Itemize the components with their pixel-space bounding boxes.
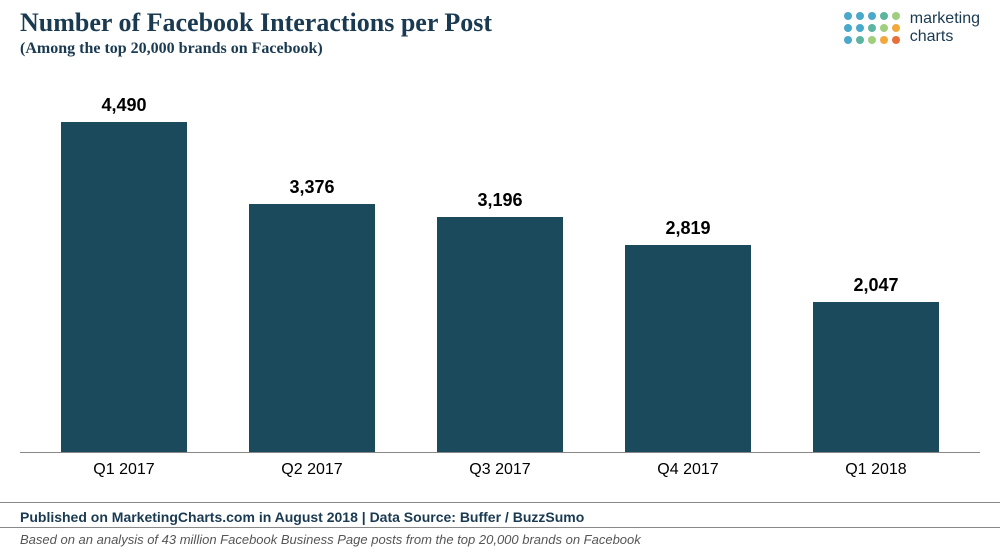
logo-text-line1: marketing [910, 10, 980, 28]
logo-dot [868, 36, 876, 44]
bar-chart: 4,490 3,376 3,196 2,819 2,047 Q1 2017 Q2 2017… [20, 82, 980, 492]
x-axis-label: Q1 2018 [791, 461, 960, 479]
bar [249, 204, 374, 452]
footer-note: Based on an analysis of 43 million Faceb… [0, 528, 1000, 555]
bar-group: 2,819 [603, 218, 772, 452]
logo-dot [880, 36, 888, 44]
chart-subtitle: (Among the top 20,000 brands on Facebook… [20, 40, 980, 58]
x-axis-label: Q2 2017 [227, 461, 396, 479]
bar-group: 2,047 [791, 275, 960, 452]
bar-group: 4,490 [39, 95, 208, 452]
bar-value-label: 2,047 [853, 275, 898, 296]
chart-title: Number of Facebook Interactions per Post [20, 8, 980, 38]
logo-dot [844, 24, 852, 32]
x-axis-label: Q4 2017 [603, 461, 772, 479]
bar-group: 3,376 [227, 177, 396, 452]
bar-value-label: 2,819 [665, 218, 710, 239]
logo-dot [892, 12, 900, 20]
bar [437, 217, 562, 452]
logo-dot [892, 24, 900, 32]
bar [625, 245, 750, 452]
x-axis: Q1 2017 Q2 2017 Q3 2017 Q4 2017 Q1 2018 [20, 452, 980, 479]
logo-dot [880, 24, 888, 32]
logo-dot [868, 12, 876, 20]
logo-dot [868, 24, 876, 32]
bar-value-label: 3,376 [289, 177, 334, 198]
logo-text: marketing charts [910, 10, 980, 45]
logo-dot [892, 36, 900, 44]
x-axis-label: Q3 2017 [415, 461, 584, 479]
logo-dot [856, 12, 864, 20]
logo-dot [844, 36, 852, 44]
bar-group: 3,196 [415, 190, 584, 452]
x-axis-label: Q1 2017 [39, 461, 208, 479]
logo-dot [856, 36, 864, 44]
logo-dot [856, 24, 864, 32]
bar [813, 302, 938, 452]
logo-dots-icon [844, 12, 900, 44]
brand-logo: marketing charts [844, 10, 980, 45]
footer-source: Published on MarketingCharts.com in Augu… [0, 503, 1000, 528]
logo-dot [880, 12, 888, 20]
bar [61, 122, 186, 452]
bar-value-label: 3,196 [477, 190, 522, 211]
logo-dot [844, 12, 852, 20]
bars-container: 4,490 3,376 3,196 2,819 2,047 [20, 82, 980, 452]
chart-footer: Published on MarketingCharts.com in Augu… [0, 502, 1000, 555]
bar-value-label: 4,490 [101, 95, 146, 116]
chart-header: Number of Facebook Interactions per Post… [0, 0, 1000, 62]
logo-text-line2: charts [910, 28, 980, 46]
